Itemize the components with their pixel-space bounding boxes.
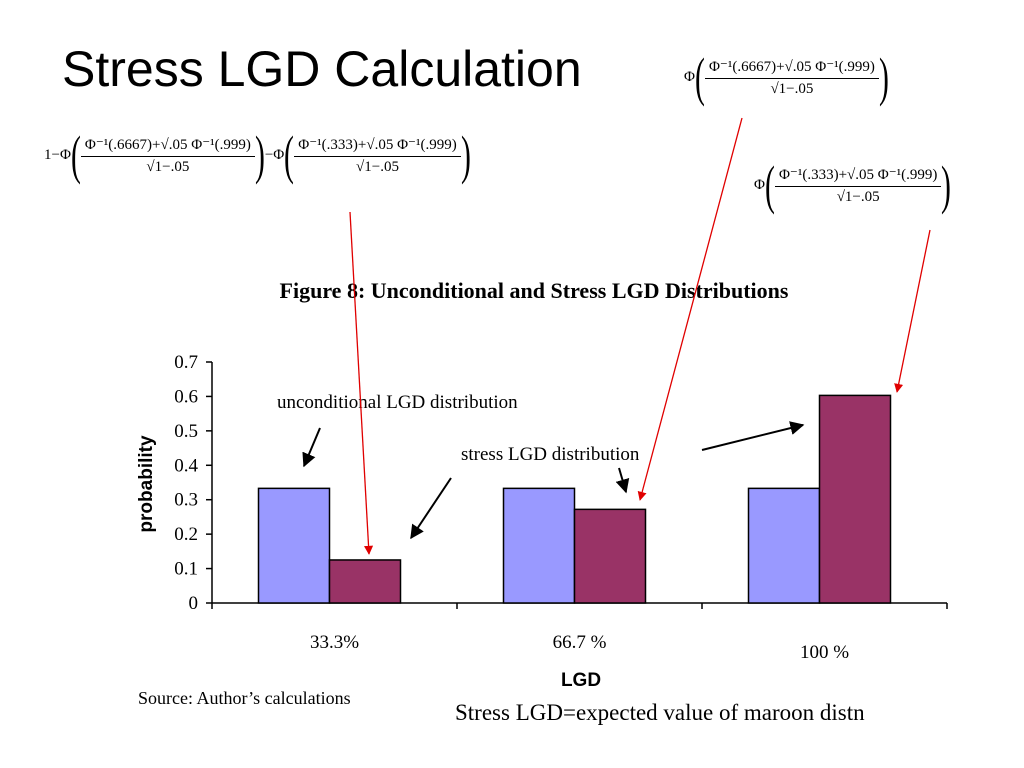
- formula-fraction: Φ⁻¹(.333)+√.05 Φ⁻¹(.999) √1−.05: [774, 165, 942, 206]
- stress-arrow-right: [701, 421, 805, 451]
- close-paren: ): [941, 155, 952, 215]
- formula-numerator: Φ⁻¹(.6667)+√.05 Φ⁻¹(.999): [704, 57, 879, 79]
- formula-fraction: Φ⁻¹(.333)+√.05 Φ⁻¹(.999) √1−.05: [294, 135, 461, 176]
- open-paren: (: [284, 125, 295, 185]
- formula-arrow-left: [349, 211, 374, 555]
- annotation-stress: stress LGD distribution: [461, 444, 640, 465]
- formula-denominator: √1−.05: [836, 188, 880, 205]
- source-note: Source: Author’s calculations: [138, 688, 351, 708]
- formula-prefix: 1−Φ: [44, 146, 71, 163]
- close-paren: ): [460, 125, 471, 185]
- unconditional-arrow: [302, 427, 321, 468]
- y-tick-label: 0.5: [174, 421, 198, 442]
- stress-bar: [328, 559, 402, 604]
- y-tick-label: 0.7: [174, 352, 198, 373]
- annotation-unconditional: unconditional LGD distribution: [277, 392, 518, 413]
- formula-arrow-top: [637, 117, 743, 501]
- chart-bars: [257, 394, 892, 604]
- formula-denominator: √1−.05: [356, 158, 399, 175]
- formula-numerator: Φ⁻¹(.333)+√.05 Φ⁻¹(.999): [294, 135, 461, 157]
- x-tick-label: 100 %: [800, 642, 849, 663]
- y-tick-label: 0.3: [174, 490, 198, 511]
- unconditional-bar: [747, 487, 821, 604]
- formula-minus-phi: −Φ: [264, 146, 285, 163]
- formula-prefix: Φ: [754, 176, 765, 193]
- close-paren: ): [878, 47, 889, 107]
- stress-arrow-middle: [615, 467, 630, 494]
- y-axis-label: probability: [136, 435, 157, 533]
- x-tick-label: 66.7 %: [553, 632, 607, 653]
- x-axis-label: LGD: [561, 670, 601, 691]
- formula-denominator: √1−.05: [770, 80, 814, 97]
- stress-prob-mid-formula: 1−Φ ( Φ⁻¹(.6667)+√.05 Φ⁻¹(.999) √1−.05 )…: [44, 128, 471, 182]
- open-paren: (: [765, 155, 775, 215]
- x-tick-label: 33.3%: [310, 632, 359, 653]
- formula-denominator: √1−.05: [146, 158, 190, 175]
- formula-prefix: Φ: [684, 68, 695, 85]
- unconditional-bar: [502, 487, 576, 604]
- formula-numerator: Φ⁻¹(.6667)+√.05 Φ⁻¹(.999): [80, 135, 255, 157]
- stress-arrow-left: [410, 477, 452, 540]
- chart-title: Figure 8: Unconditional and Stress LGD D…: [280, 278, 789, 303]
- slide-title: Stress LGD Calculation: [62, 41, 582, 97]
- formula-numerator: Φ⁻¹(.333)+√.05 Φ⁻¹(.999): [774, 165, 942, 187]
- close-paren: ): [254, 125, 265, 185]
- formula-arrow-right: [894, 229, 931, 393]
- unconditional-bar: [257, 487, 331, 604]
- stress-bar: [573, 508, 647, 604]
- footnote: Stress LGD=expected value of maroon dist…: [455, 700, 865, 725]
- stress-prob-high-formula: Φ ( Φ⁻¹(.333)+√.05 Φ⁻¹(.999) √1−.05 ): [754, 158, 951, 212]
- formula-fraction: Φ⁻¹(.6667)+√.05 Φ⁻¹(.999) √1−.05: [704, 57, 879, 98]
- y-tick-label: 0.6: [174, 386, 198, 407]
- y-tick-label: 0.1: [174, 559, 198, 580]
- y-tick-label: 0.4: [174, 455, 198, 476]
- open-paren: (: [70, 125, 81, 185]
- formula-fraction: Φ⁻¹(.6667)+√.05 Φ⁻¹(.999) √1−.05: [80, 135, 255, 176]
- stress-bar: [818, 394, 892, 604]
- stress-prob-low-cdf-formula: Φ ( Φ⁻¹(.6667)+√.05 Φ⁻¹(.999) √1−.05 ): [684, 50, 889, 104]
- open-paren: (: [695, 47, 705, 107]
- y-tick-label: 0: [189, 593, 199, 614]
- y-tick-label: 0.2: [174, 524, 198, 545]
